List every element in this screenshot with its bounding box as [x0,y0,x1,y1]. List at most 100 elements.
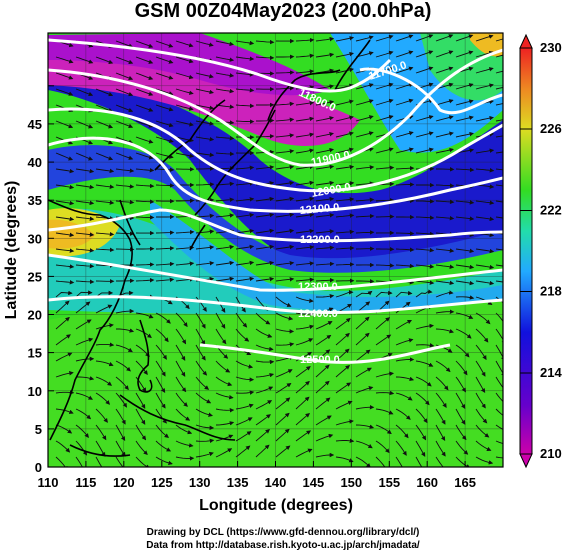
streamline-arrow [255,212,275,218]
streamline-arrow [455,408,466,425]
x-tick-label: 120 [113,475,135,490]
streamline-arrow [475,424,490,438]
streamline-arrow [395,231,415,236]
streamline-arrow [195,451,214,458]
streamline-arrow [375,334,392,346]
streamline-arrow [355,213,375,219]
streamline-arrow [215,197,235,202]
streamline-arrow [195,438,215,444]
streamline-arrow [495,38,503,42]
streamline-arrow [355,290,373,298]
streamline-arrow [255,39,275,45]
streamline-arrow [435,50,454,58]
streamline-arrow [75,56,94,64]
streamline-arrow [275,70,295,75]
streamline-arrow [295,53,315,59]
streamline-arrow [395,456,403,467]
streamline-arrow [155,328,169,343]
streamline-arrow [375,290,393,298]
streamline-arrow [375,34,394,42]
streamline-arrow [435,147,454,154]
streamline-arrow [355,424,375,429]
streamline-arrow [435,82,454,90]
contour-label-12500: 12500.0 [300,354,340,366]
streamline-arrow [355,230,375,235]
streamline-arrow [375,147,394,154]
streamline-arrow [475,280,495,286]
streamline-arrow [235,445,251,458]
streamline-arrow [435,408,446,425]
streamline-arrow [475,168,495,173]
streamline-arrow [195,392,212,404]
streamline-arrow [215,360,231,373]
streamline-arrow [415,376,432,387]
streamline-arrow [215,328,227,345]
streamline-arrow [275,412,290,426]
x-tick-label: 150 [340,475,362,490]
streamline-arrow [475,67,494,74]
streamline-arrow [195,344,206,361]
streamline-arrow [275,85,295,91]
streamline-arrow [175,328,187,345]
streamline-arrow [495,184,503,187]
streamline-arrow [75,88,94,97]
streamline-arrow [335,289,354,298]
streamline-arrow [235,417,253,426]
streamline-arrow [175,72,194,80]
streamline-arrow [95,424,107,441]
streamline-arrow [395,147,414,154]
streamline-arrow [155,456,173,466]
streamline-arrow [55,232,75,238]
streamline-arrow [395,290,413,298]
streamline-arrow [335,180,355,186]
streamline-arrow [235,260,255,266]
streamline-arrow [495,135,503,138]
streamline-arrow [295,196,315,202]
streamline-arrow [475,328,489,343]
streamline-arrow [155,230,175,235]
streamline-arrow [55,184,75,190]
streamline-arrow [315,433,334,442]
streamline-arrow [75,168,95,174]
streamline-arrow [335,438,355,444]
streamline-arrow [435,183,455,188]
contour-11900 [48,48,503,167]
streamline-arrow [255,165,275,170]
streamline-arrow [395,82,414,90]
streamline-arrow [395,182,415,187]
streamline-arrow [455,216,475,221]
streamline-arrow [115,231,135,236]
streamline-arrow [495,280,503,283]
streamline-arrow [315,334,332,346]
streamline-arrow [95,440,106,457]
y-tick-label: 20 [28,308,42,323]
streamline-arrow [75,337,94,346]
streamline-arrow [115,344,133,353]
streamline-arrow [295,296,314,304]
streamline-arrow [475,264,495,270]
colorbar-max-arrow [519,33,533,49]
streamline-arrow [255,400,273,410]
streamline-arrow [235,360,254,369]
contour-11800 [48,38,392,93]
streamline-arrow [295,261,315,266]
streamline-arrow [155,261,175,267]
streamline-arrow [495,264,503,267]
streamline-arrow [415,280,435,285]
streamline-arrow [175,392,188,407]
x-tick-label: 125 [151,475,173,490]
streamline-arrow [115,120,134,129]
streamline-arrow [155,392,166,409]
streamline-arrow [375,456,388,467]
streamline-arrow [315,321,333,330]
streamline-arrow [155,104,174,112]
streamline-arrow [495,200,503,203]
streamline-arrow [235,40,255,46]
streamline-arrow [155,120,174,128]
streamline-arrow [95,168,115,174]
streamline-arrow [275,397,291,410]
streamline-arrow [75,290,93,298]
streamline-arrow [355,197,375,203]
streamline-arrow [395,66,414,74]
streamline-arrow [355,404,375,410]
